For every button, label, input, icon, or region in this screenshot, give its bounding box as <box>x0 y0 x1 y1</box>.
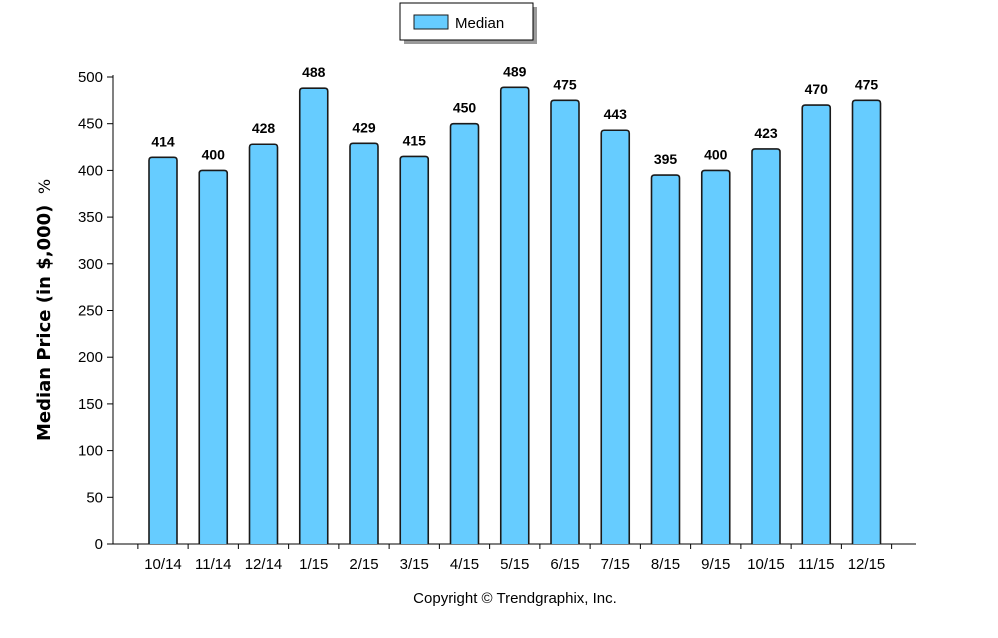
x-tick-label: 3/15 <box>400 556 429 573</box>
x-tick-label: 2/15 <box>349 556 378 573</box>
y-tick-label: 400 <box>78 162 103 179</box>
x-tick-label: 11/15 <box>798 556 834 573</box>
legend: Median <box>399 2 537 44</box>
data-labels: 414 400 428 488 429 415 450 489 475 443 395 400 423 4… <box>151 63 878 167</box>
y-tick-label: 0 <box>95 536 103 553</box>
x-tick-label: 1/15 <box>299 556 328 573</box>
x-tick-label: 12/15 <box>848 556 886 573</box>
copyright-text: Copyright © Trendgraphix, Inc. <box>413 590 617 607</box>
bar <box>148 156 178 544</box>
x-tick-label: 10/14 <box>144 556 182 573</box>
x-tick-label: 5/15 <box>500 556 529 573</box>
bar-value-label: 429 <box>352 119 376 135</box>
bar <box>751 148 781 544</box>
y-tick-label: 500 <box>78 69 103 86</box>
bar <box>650 174 681 544</box>
bar-value-label: 475 <box>855 76 879 92</box>
x-tick-label: 9/15 <box>701 556 730 573</box>
bar <box>801 104 832 544</box>
x-tick-label: 10/15 <box>747 556 785 573</box>
x-tick-label: 4/15 <box>450 556 479 573</box>
x-tick-label: 8/15 <box>651 556 680 573</box>
bar-value-label: 400 <box>704 146 728 162</box>
y-tick-label: 250 <box>78 303 103 320</box>
bar <box>550 99 580 544</box>
bar-value-label: 470 <box>805 81 829 97</box>
y-axis-title-suffix: % <box>35 179 54 194</box>
bar-value-label: 400 <box>202 146 226 162</box>
y-tick-label: 150 <box>78 396 103 413</box>
bar-value-label: 475 <box>553 76 577 92</box>
svg-text:Median Price (in $,000): Median Price (in $,000) % <box>34 179 55 441</box>
x-tick-label: 11/14 <box>195 556 231 573</box>
bars <box>148 86 882 544</box>
x-tick-label: 7/15 <box>601 556 630 573</box>
legend-label: Median <box>455 15 504 32</box>
bar <box>851 99 882 544</box>
y-axis-label: Median Price (in $,000) % <box>34 179 55 441</box>
y-axis: 0 50 100 150 200 250 300 350 400 450 500 <box>78 69 114 553</box>
bar-value-label: 415 <box>403 132 427 148</box>
x-tick-label: 6/15 <box>550 556 579 573</box>
bar-value-label: 488 <box>302 64 326 80</box>
bar <box>198 169 229 544</box>
bar <box>399 155 430 544</box>
y-axis-title: Median Price (in $,000) <box>34 205 55 441</box>
y-tick-label: 450 <box>78 116 103 133</box>
y-tick-label: 350 <box>78 209 103 226</box>
bar <box>499 86 530 544</box>
bar <box>449 122 480 544</box>
bar-value-label: 414 <box>151 133 175 149</box>
bar-value-label: 450 <box>453 100 477 116</box>
bar <box>349 142 379 544</box>
bar-value-label: 428 <box>252 120 276 136</box>
x-tick-label: 12/14 <box>245 556 283 573</box>
y-tick-label: 50 <box>86 489 103 506</box>
bar-value-label: 395 <box>654 151 678 167</box>
bar <box>700 169 731 544</box>
bar <box>298 87 329 544</box>
y-tick-label: 100 <box>78 443 103 460</box>
x-axis: 10/14 11/14 12/14 1/15 2/15 3/15 4/15 5/15 6/15 7… <box>113 543 916 573</box>
legend-swatch <box>413 14 449 30</box>
bar <box>600 129 631 544</box>
y-tick-label: 300 <box>78 256 103 273</box>
bar <box>248 143 279 544</box>
bar-value-label: 423 <box>754 125 778 141</box>
bar-value-label: 443 <box>604 106 628 122</box>
bar-value-label: 489 <box>503 63 527 79</box>
y-tick-label: 200 <box>78 349 103 366</box>
